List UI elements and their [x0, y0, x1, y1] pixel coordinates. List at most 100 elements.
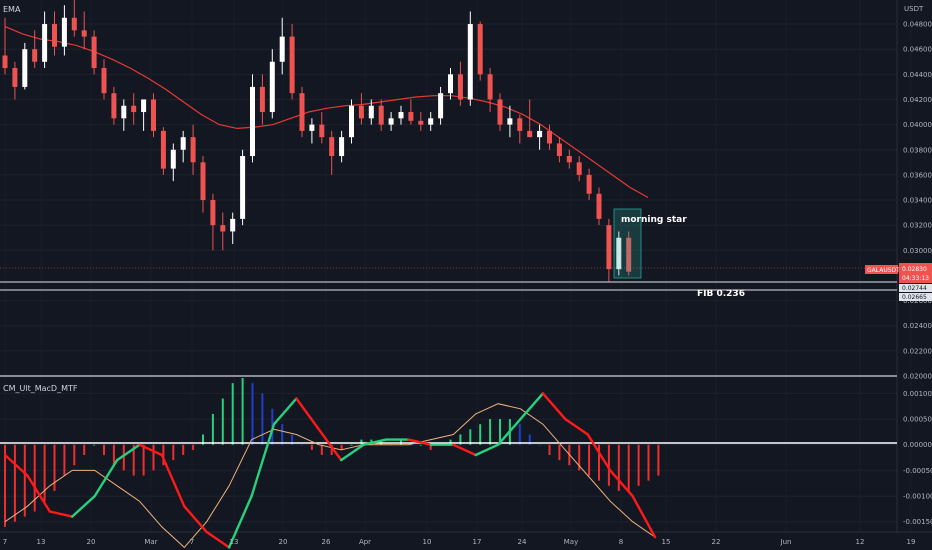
macd-hist-bar	[251, 383, 254, 445]
candle-body[interactable]	[141, 99, 147, 113]
candle-body[interactable]	[200, 162, 206, 201]
macd-line-segment	[452, 443, 477, 457]
time-tick-label: Mar	[144, 538, 157, 546]
time-tick-label: May	[564, 538, 578, 546]
candle-body[interactable]	[349, 105, 354, 138]
candle-body[interactable]	[32, 49, 38, 62]
macd-hist-bar	[617, 444, 620, 491]
macd-hist-bar	[112, 444, 115, 466]
candle-body[interactable]	[368, 105, 374, 119]
candle-body[interactable]	[101, 68, 107, 94]
candle-body[interactable]	[329, 137, 335, 157]
candle-body[interactable]	[250, 86, 255, 157]
candle-body[interactable]	[240, 156, 246, 219]
morning-star-box[interactable]	[613, 208, 642, 279]
macd-line-segment	[183, 505, 208, 534]
candle-body[interactable]	[12, 68, 18, 87]
candle-body[interactable]	[438, 93, 444, 119]
macd-hist-bar	[241, 378, 244, 445]
time-tick-label: 8	[619, 538, 623, 546]
time-tick-label: 24	[518, 538, 527, 546]
candle-body[interactable]	[230, 218, 236, 232]
candle-body[interactable]	[448, 74, 453, 94]
candle-body[interactable]	[576, 162, 582, 175]
macd-line-segment	[227, 494, 253, 549]
candle-body[interactable]	[71, 17, 77, 31]
candle-body[interactable]	[596, 193, 602, 219]
time-tick-label: Apr	[359, 538, 371, 546]
candle-body[interactable]	[269, 61, 275, 113]
candle-body[interactable]	[52, 24, 57, 47]
price-axis-ticks: 0.04800 0.04600 0.04400 0.04200 0.04000 0.038…	[903, 21, 932, 381]
candle-body[interactable]	[388, 118, 394, 125]
candle-body[interactable]	[339, 137, 345, 157]
macd-hist-bar	[459, 434, 462, 445]
candle-body[interactable]	[61, 17, 67, 47]
candle-body[interactable]	[517, 118, 523, 131]
candle-body[interactable]	[131, 105, 137, 113]
candle-body[interactable]	[160, 130, 166, 169]
candle-body[interactable]	[497, 99, 503, 125]
candle-body[interactable]	[398, 112, 404, 119]
candle-body[interactable]	[151, 99, 156, 131]
candle-body[interactable]	[586, 174, 592, 194]
macd-line-segment	[362, 438, 388, 446]
time-tick-label: 7	[3, 538, 7, 546]
candle-body[interactable]	[507, 118, 513, 125]
candle-body[interactable]	[91, 36, 97, 69]
candle-body[interactable]	[626, 237, 632, 272]
candle-body[interactable]	[220, 225, 226, 232]
price-pane[interactable]: EMA USDT 0.048000.046000.044000.042000.0…	[0, 0, 932, 381]
macd-hist-bar	[43, 444, 46, 502]
macd-hist-bar	[330, 444, 333, 455]
candle-body[interactable]	[477, 24, 483, 75]
macd-line-segment	[631, 494, 657, 539]
candle-body[interactable]	[537, 130, 543, 138]
candle-body[interactable]	[259, 86, 265, 113]
candle-body[interactable]	[467, 24, 473, 100]
candle-body[interactable]	[81, 30, 87, 37]
time-axis-ticks: 7 13 20 Mar 7 13 20 26 Apr 10 17 24 May 8 15 22 Jun 12 19	[3, 538, 916, 546]
candle-body[interactable]	[428, 118, 434, 125]
candle-body[interactable]	[289, 36, 295, 94]
candle-body[interactable]	[170, 149, 176, 169]
candle-body[interactable]	[606, 225, 612, 270]
macd-hist-bar	[449, 439, 452, 445]
candle-body[interactable]	[210, 200, 216, 226]
macd-pane[interactable]: CM_Ult_MacD_MTF 0.00100 0.00050 0.00000 -0.…	[0, 378, 932, 549]
candle-body[interactable]	[299, 93, 305, 131]
candles[interactable]	[2, 0, 632, 282]
countdown-value: 04:33:13	[902, 275, 929, 282]
macd-hist-bar	[103, 444, 105, 455]
macd-tick-label: 0.00100	[903, 390, 932, 398]
macd-line-segment	[564, 417, 589, 436]
candle-body[interactable]	[42, 24, 48, 62]
candle-body[interactable]	[378, 105, 384, 125]
candle-body[interactable]	[279, 36, 285, 62]
macd-line-segment	[317, 428, 343, 462]
candle-body[interactable]	[616, 237, 622, 270]
price-tick-label: 0.03200	[903, 222, 932, 230]
macd-hist-bar	[142, 444, 145, 476]
candle-body[interactable]	[358, 105, 364, 119]
candle-body[interactable]	[547, 130, 552, 144]
candle-body[interactable]	[319, 124, 325, 138]
candle-body[interactable]	[121, 105, 127, 119]
candle-body[interactable]	[556, 143, 562, 157]
candle-body[interactable]	[111, 93, 117, 119]
candle-body[interactable]	[180, 137, 186, 150]
candle-body[interactable]	[408, 112, 414, 121]
candle-body[interactable]	[190, 137, 196, 163]
candle-body[interactable]	[22, 49, 28, 87]
macd-line-segment	[138, 443, 164, 457]
candle-body[interactable]	[457, 74, 463, 100]
candle-body[interactable]	[527, 130, 533, 138]
price-tick-label: 0.04000	[903, 121, 932, 129]
candle-body[interactable]	[418, 120, 424, 125]
candle-body[interactable]	[566, 156, 572, 163]
candle-body[interactable]	[2, 55, 8, 69]
candle-body[interactable]	[487, 74, 493, 100]
macd-hist-bar	[202, 434, 204, 445]
candle-body[interactable]	[309, 124, 315, 131]
